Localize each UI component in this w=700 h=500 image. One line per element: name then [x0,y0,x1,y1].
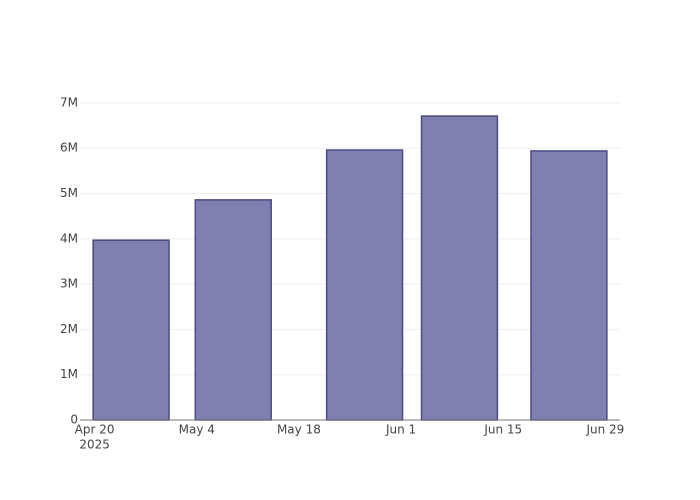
y-tick-label: 6M [60,141,78,155]
x-tick-label: Jun 15 [483,423,522,437]
x-tick-label: May 4 [179,423,215,437]
x-tick-label: Jun 29 [585,423,624,437]
y-tick-label: 4M [60,231,78,245]
y-tick-label: 2M [60,322,78,336]
y-tick-label: 7M [60,95,78,109]
x-tick-label: Apr 20 [75,423,115,437]
y-tick-label: 0 [70,413,78,427]
bar [194,199,272,421]
bar [420,115,499,421]
bar [325,149,404,421]
y-tick-label: 3M [60,277,78,291]
y-tick-label: 5M [60,186,78,200]
x-tick-label: Jun 1 [385,423,416,437]
x-tick-sublabel: 2025 [79,438,110,452]
x-tick-label: May 18 [277,423,321,437]
bar [92,239,170,421]
bar [530,150,608,421]
y-tick-label: 1M [60,367,78,381]
